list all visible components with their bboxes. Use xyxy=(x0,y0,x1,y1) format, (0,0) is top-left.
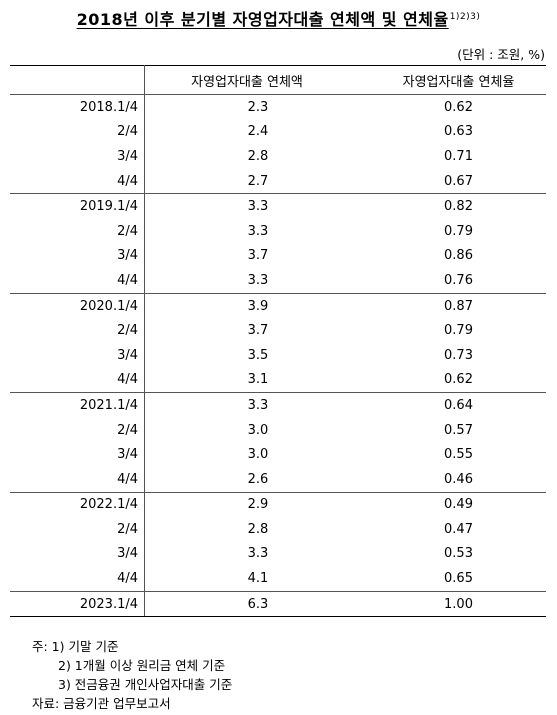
rate-cell: 0.71 xyxy=(444,148,473,164)
period-cell: 2/4 xyxy=(10,119,145,145)
amount-cell: 3.7 xyxy=(247,323,269,339)
period-cell: 2/4 xyxy=(10,218,145,244)
period-cell: 4/4 xyxy=(10,367,145,393)
table-row: 3/4 3.7 0.86 xyxy=(10,243,546,269)
period-cell: 2/4 xyxy=(10,517,145,542)
amount-cell: 4.1 xyxy=(247,571,269,587)
header-rate: 자영업자대출 연체율 xyxy=(402,74,515,90)
amount-cell: 3.0 xyxy=(247,447,269,463)
period-cell: 4/4 xyxy=(10,566,145,592)
amount-cell: 3.7 xyxy=(247,248,269,264)
table-row: 2020.1/4 3.9 0.87 xyxy=(10,292,546,319)
rate-cell: 0.53 xyxy=(444,546,473,562)
table-row: 4/4 2.7 0.67 xyxy=(10,168,546,194)
table-row: 4/4 3.3 0.76 xyxy=(10,268,546,294)
rate-cell: 0.63 xyxy=(444,124,473,140)
period-cell: 2019.1/4 xyxy=(10,193,145,219)
rate-cell: 0.46 xyxy=(444,471,473,487)
amount-cell: 2.8 xyxy=(247,148,269,164)
table-title: 2018년 이후 분기별 자영업자대출 연체액 및 연체율1)2)3) xyxy=(0,6,557,30)
amount-cell: 2.3 xyxy=(247,99,269,115)
amount-cell: 3.9 xyxy=(144,292,371,319)
rate-cell: 0.55 xyxy=(444,447,473,463)
period-cell: 4/4 xyxy=(10,268,145,294)
rate-cell: 1.00 xyxy=(371,590,546,618)
footnotes: 주: 1) 기말 기준 2) 1개월 이상 원리금 연체 기준 3) 전금융권 … xyxy=(32,637,232,694)
period-cell: 2022.1/4 xyxy=(10,491,145,518)
unit-label: (단위 : 조원, %) xyxy=(457,47,545,62)
period-cell: 3/4 xyxy=(10,541,145,567)
amount-cell: 3.3 xyxy=(247,223,269,239)
table-row: 3/4 3.0 0.55 xyxy=(10,442,546,467)
rate-cell: 0.79 xyxy=(444,323,473,339)
rate-cell: 0.79 xyxy=(444,223,473,239)
footnote-3: 3) 전금융권 개인사업자대출 기준 xyxy=(58,677,233,692)
table-row: 4/4 2.6 0.46 xyxy=(10,466,546,492)
amount-cell: 2.8 xyxy=(247,521,269,537)
rate-cell: 0.62 xyxy=(444,372,473,388)
title-text: 2018년 이후 분기별 자영업자대출 연체액 및 연체율 xyxy=(76,10,449,29)
rate-cell: 0.49 xyxy=(371,491,546,518)
title-footnote-marks: 1)2)3) xyxy=(449,11,481,22)
rate-cell: 0.86 xyxy=(444,248,473,264)
footnote-1: 주: 1) 기말 기준 xyxy=(32,639,119,654)
table-row: 2/4 3.3 0.79 xyxy=(10,218,546,244)
period-cell: 2020.1/4 xyxy=(10,292,145,319)
amount-cell: 2.4 xyxy=(247,124,269,140)
table-row: 2/4 3.7 0.79 xyxy=(10,318,546,343)
table-row: 2023.1/4 6.3 1.00 xyxy=(10,590,546,618)
period-cell: 2021.1/4 xyxy=(10,392,145,418)
table-row: 2021.1/4 3.3 0.64 xyxy=(10,392,546,418)
table-row: 4/4 3.1 0.62 xyxy=(10,367,546,393)
amount-cell: 6.3 xyxy=(144,590,371,618)
rate-cell: 0.64 xyxy=(371,392,546,418)
period-cell: 2023.1/4 xyxy=(10,590,145,618)
header-period xyxy=(10,65,145,95)
footnote-2: 2) 1개월 이상 원리금 연체 기준 xyxy=(58,658,226,673)
amount-cell: 3.3 xyxy=(144,392,371,418)
amount-cell: 3.3 xyxy=(247,546,269,562)
table-row: 3/4 3.3 0.53 xyxy=(10,541,546,567)
amount-cell: 3.3 xyxy=(144,193,371,219)
rate-cell: 0.67 xyxy=(444,173,473,189)
rate-cell: 0.73 xyxy=(444,347,473,363)
amount-cell: 3.1 xyxy=(247,372,269,388)
rate-cell: 0.62 xyxy=(444,99,473,115)
rate-cell: 0.65 xyxy=(444,571,473,587)
table-row: 2022.1/4 2.9 0.49 xyxy=(10,491,546,518)
rate-cell: 0.76 xyxy=(444,272,473,288)
table-row: 2018.1/4 2.3 0.62 xyxy=(10,94,546,120)
rate-cell: 0.87 xyxy=(371,292,546,319)
amount-cell: 2.6 xyxy=(247,471,269,487)
period-cell: 2/4 xyxy=(10,318,145,343)
source-note: 자료: 금융기관 업무보고서 xyxy=(32,696,171,711)
period-cell: 2018.1/4 xyxy=(10,94,145,120)
rate-cell: 0.57 xyxy=(444,422,473,438)
table-row: 2/4 2.8 0.47 xyxy=(10,517,546,542)
amount-cell: 2.9 xyxy=(144,491,371,518)
amount-cell: 3.0 xyxy=(247,422,269,438)
period-cell: 3/4 xyxy=(10,144,145,169)
rate-cell: 0.47 xyxy=(444,521,473,537)
table-row: 2/4 2.4 0.63 xyxy=(10,119,546,145)
table-row: 3/4 3.5 0.73 xyxy=(10,342,546,368)
period-cell: 3/4 xyxy=(10,243,145,269)
rate-cell: 0.82 xyxy=(371,193,546,219)
header-row: 자영업자대출 연체액 자영업자대출 연체율 xyxy=(10,65,546,95)
period-cell: 4/4 xyxy=(10,466,145,492)
header-amount: 자영업자대출 연체액 xyxy=(191,74,303,90)
table-row: 2/4 3.0 0.57 xyxy=(10,417,546,443)
period-cell: 3/4 xyxy=(10,342,145,368)
amount-cell: 3.5 xyxy=(247,347,269,363)
amount-cell: 3.3 xyxy=(247,272,269,288)
period-cell: 4/4 xyxy=(10,168,145,194)
delinquency-table: 자영업자대출 연체액 자영업자대출 연체율 2018.1/4 2.3 0.62 2/4… xyxy=(10,65,546,618)
period-cell: 3/4 xyxy=(10,442,145,467)
table-row: 3/4 2.8 0.71 xyxy=(10,144,546,169)
table-row: 2019.1/4 3.3 0.82 xyxy=(10,193,546,219)
amount-cell: 2.7 xyxy=(247,173,269,189)
period-cell: 2/4 xyxy=(10,417,145,443)
table-row: 4/4 4.1 0.65 xyxy=(10,566,546,592)
